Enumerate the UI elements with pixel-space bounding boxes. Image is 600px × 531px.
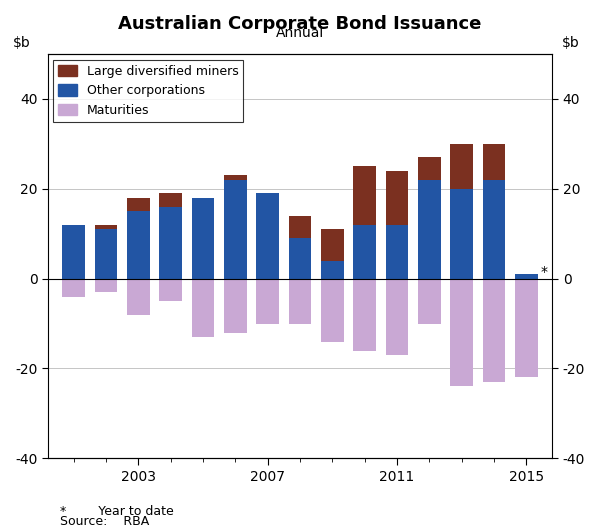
Bar <box>256 193 279 279</box>
Bar <box>515 279 538 378</box>
Bar <box>127 198 149 211</box>
Title: Australian Corporate Bond Issuance: Australian Corporate Bond Issuance <box>118 15 482 33</box>
Text: $b: $b <box>13 36 30 50</box>
Bar <box>289 279 311 323</box>
Bar <box>353 166 376 225</box>
Bar <box>321 279 344 341</box>
Bar <box>482 180 505 279</box>
Bar <box>160 207 182 279</box>
Text: *        Year to date: * Year to date <box>60 505 174 518</box>
Bar <box>289 238 311 279</box>
Bar <box>353 279 376 350</box>
Bar <box>62 225 85 279</box>
Bar <box>451 144 473 189</box>
Bar <box>160 193 182 207</box>
Bar <box>418 279 440 323</box>
Legend: Large diversified miners, Other corporations, Maturities: Large diversified miners, Other corporat… <box>53 60 244 122</box>
Bar <box>386 171 409 225</box>
Bar <box>224 279 247 332</box>
Bar <box>62 279 85 297</box>
Bar <box>127 211 149 279</box>
Bar <box>321 261 344 279</box>
Bar <box>289 216 311 238</box>
Bar <box>515 274 538 279</box>
Bar <box>451 189 473 279</box>
Bar <box>482 279 505 382</box>
Bar <box>95 225 118 229</box>
Bar <box>95 229 118 279</box>
Bar <box>127 279 149 314</box>
Bar <box>191 198 214 279</box>
Bar <box>224 175 247 180</box>
Text: *: * <box>541 265 548 279</box>
Bar <box>418 180 440 279</box>
Bar <box>321 229 344 261</box>
Bar <box>224 180 247 279</box>
Bar <box>191 279 214 337</box>
Bar <box>256 279 279 323</box>
Text: $b: $b <box>562 36 580 50</box>
Bar <box>386 279 409 355</box>
Text: Annual: Annual <box>276 26 324 40</box>
Bar <box>482 144 505 180</box>
Bar <box>95 279 118 292</box>
Bar <box>353 225 376 279</box>
Bar <box>386 225 409 279</box>
Bar <box>418 157 440 180</box>
Bar <box>160 279 182 301</box>
Text: Source:    RBA: Source: RBA <box>60 516 149 528</box>
Bar <box>451 279 473 387</box>
